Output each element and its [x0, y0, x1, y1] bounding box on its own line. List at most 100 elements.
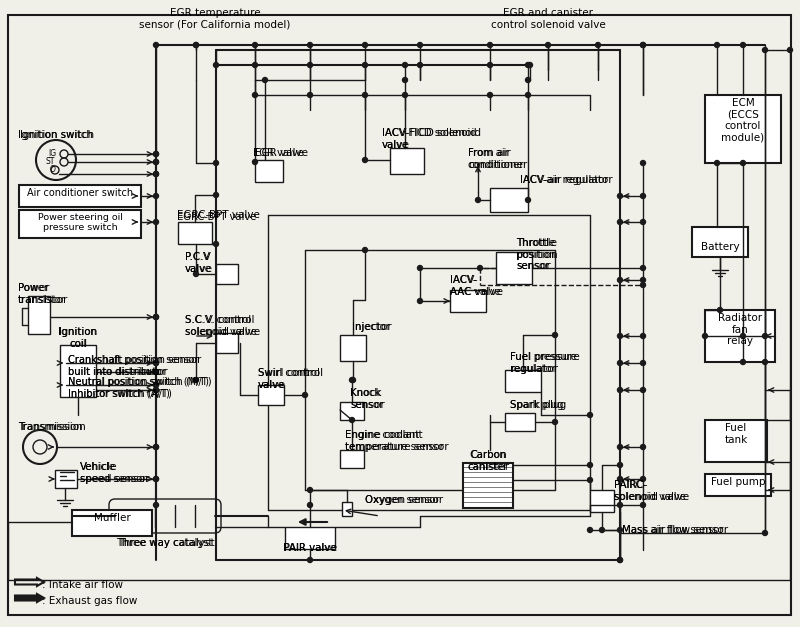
Circle shape [741, 334, 746, 339]
Circle shape [618, 557, 622, 562]
Circle shape [362, 157, 367, 162]
Text: Injector: Injector [352, 322, 392, 332]
Circle shape [741, 161, 746, 166]
Text: Oxygen sensor: Oxygen sensor [365, 495, 440, 505]
Circle shape [618, 194, 622, 199]
Circle shape [307, 63, 313, 68]
Bar [19, 210, 141, 238]
Circle shape [362, 93, 367, 98]
Circle shape [641, 43, 646, 48]
Circle shape [599, 527, 605, 532]
Bar [178, 222, 212, 244]
Circle shape [253, 159, 258, 164]
Bar [496, 252, 532, 284]
Circle shape [595, 43, 601, 48]
Text: S.C.V. control
solenoid valve: S.C.V. control solenoid valve [185, 315, 257, 337]
Circle shape [618, 278, 622, 283]
Text: Transmission: Transmission [18, 422, 82, 432]
Text: Throttle
position
sensor: Throttle position sensor [516, 238, 555, 271]
Circle shape [641, 387, 646, 393]
Circle shape [762, 48, 767, 53]
Text: ST: ST [45, 157, 54, 166]
Circle shape [526, 198, 530, 203]
Text: Engine coolant
temperature sensor: Engine coolant temperature sensor [345, 430, 444, 451]
Circle shape [641, 445, 646, 450]
Bar [60, 345, 96, 397]
Circle shape [418, 63, 422, 68]
Circle shape [194, 271, 198, 277]
Circle shape [154, 152, 158, 157]
Text: From air
conditioner: From air conditioner [468, 148, 525, 169]
Bar [705, 474, 771, 496]
Circle shape [154, 194, 158, 199]
Circle shape [553, 419, 558, 424]
Circle shape [154, 43, 158, 48]
Bar [216, 333, 238, 353]
Text: : Exhaust gas flow: : Exhaust gas flow [42, 596, 138, 606]
Text: Three way catalyst: Three way catalyst [116, 538, 214, 548]
Circle shape [253, 43, 258, 48]
Bar [258, 385, 284, 405]
Circle shape [618, 219, 622, 224]
Text: Ignition
coil: Ignition coil [59, 327, 97, 349]
Text: Mass air flow sensor: Mass air flow sensor [622, 525, 728, 535]
Circle shape [350, 418, 354, 423]
Text: IACV-air regulator: IACV-air regulator [520, 175, 613, 185]
Circle shape [253, 63, 258, 68]
Bar [390, 148, 424, 174]
Text: Vehicle
speed sensor: Vehicle speed sensor [80, 462, 150, 483]
Circle shape [307, 93, 313, 98]
Circle shape [714, 43, 719, 48]
Circle shape [762, 530, 767, 535]
Text: IACV-FICD solenoid
valve: IACV-FICD solenoid valve [382, 128, 477, 150]
Bar [505, 370, 541, 392]
Text: Air conditioner switch: Air conditioner switch [27, 188, 133, 198]
Circle shape [154, 315, 158, 320]
Circle shape [302, 393, 307, 398]
Bar [340, 402, 364, 420]
Circle shape [214, 161, 218, 166]
Circle shape [787, 48, 793, 53]
Bar [285, 527, 335, 549]
Circle shape [641, 265, 646, 270]
Circle shape [702, 334, 707, 339]
Circle shape [350, 377, 355, 382]
Text: Mass air flow sensor: Mass air flow sensor [622, 525, 723, 535]
Text: Power
transistor: Power transistor [18, 283, 66, 305]
Circle shape [587, 527, 593, 532]
Text: ECM
(ECCS
control
module): ECM (ECCS control module) [722, 98, 765, 143]
Bar [255, 160, 283, 182]
Text: Neutral position switch (M/T)
Inhibitor switch (A/T): Neutral position switch (M/T) Inhibitor … [68, 377, 209, 399]
Bar [463, 463, 513, 508]
Text: P.C.V
valve: P.C.V valve [185, 252, 213, 273]
Text: Battery: Battery [701, 242, 739, 252]
Circle shape [154, 382, 158, 387]
Bar [705, 95, 781, 163]
Circle shape [487, 43, 493, 48]
Text: Ignition switch: Ignition switch [20, 130, 92, 140]
Circle shape [154, 361, 158, 366]
Circle shape [154, 159, 158, 164]
Bar [692, 227, 748, 257]
Bar [505, 413, 535, 431]
Bar [705, 310, 775, 362]
Circle shape [718, 307, 722, 312]
Circle shape [641, 361, 646, 366]
Circle shape [154, 369, 158, 374]
Circle shape [154, 477, 158, 482]
Circle shape [214, 63, 218, 68]
Circle shape [154, 445, 158, 450]
Circle shape [194, 43, 198, 48]
Circle shape [618, 557, 622, 562]
Text: Transmission: Transmission [18, 422, 86, 432]
Circle shape [641, 477, 646, 482]
Text: Throttle
position
sensor: Throttle position sensor [516, 238, 558, 271]
Bar [450, 290, 486, 312]
Text: Spark plug: Spark plug [510, 400, 566, 410]
Circle shape [587, 413, 593, 418]
Text: : Intake air flow: : Intake air flow [42, 580, 123, 590]
Text: Injector: Injector [352, 322, 390, 332]
Circle shape [307, 502, 313, 507]
Text: Crankshaft position sensor
built into distributor: Crankshaft position sensor built into di… [68, 355, 198, 377]
Circle shape [641, 161, 646, 166]
